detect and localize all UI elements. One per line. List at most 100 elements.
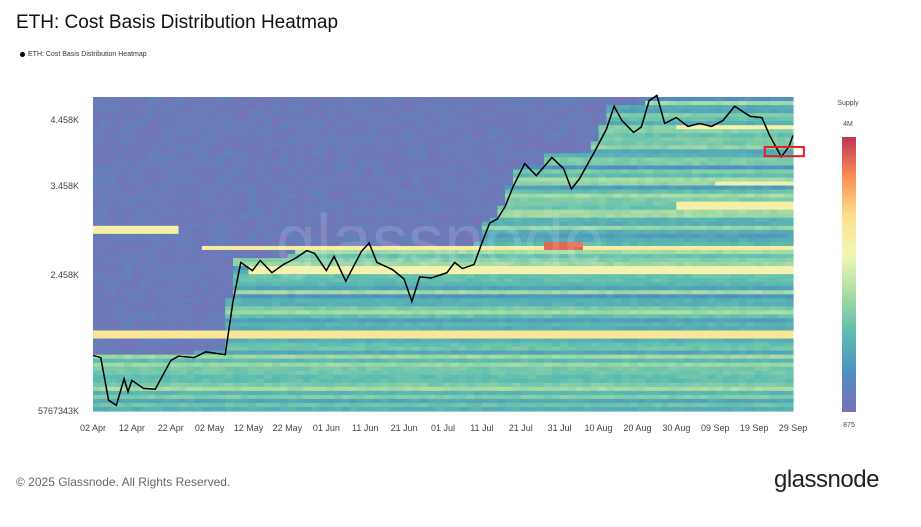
heatmap-cell — [201, 181, 211, 187]
heatmap-cell — [201, 201, 211, 207]
heatmap-cell — [116, 169, 125, 175]
heatmap-cell — [349, 133, 359, 138]
heatmap-cell — [310, 117, 320, 122]
heatmap-cell — [271, 237, 281, 243]
heatmap-cell — [481, 394, 491, 400]
heatmap-cell — [326, 282, 335, 287]
heatmap-cell — [435, 121, 444, 126]
heatmap-cell — [536, 197, 545, 203]
heatmap-cell — [365, 109, 374, 114]
heatmap-cell — [217, 137, 226, 142]
heatmap-cell — [505, 249, 514, 255]
heatmap-cell — [520, 149, 530, 154]
heatmap-cell — [256, 298, 265, 303]
heatmap-cell — [303, 274, 312, 279]
heatmap-cell — [396, 258, 405, 263]
heatmap-cell — [271, 241, 281, 247]
heatmap-cell — [411, 145, 421, 150]
heatmap-cell — [388, 306, 397, 311]
heatmap-cell — [217, 169, 226, 175]
heatmap-cell — [295, 149, 304, 154]
heatmap-cell — [100, 278, 110, 283]
heatmap-cell — [528, 233, 537, 239]
heatmap-cell — [93, 286, 102, 291]
heatmap-cell — [388, 378, 397, 384]
heatmap-cell — [583, 326, 592, 332]
heatmap-cell — [194, 330, 203, 336]
heatmap-cell — [474, 302, 483, 307]
heatmap-cell — [287, 286, 296, 291]
heatmap-cell — [287, 213, 296, 219]
heatmap-cell — [544, 342, 553, 348]
heatmap-cell — [583, 382, 592, 388]
heatmap-cell — [264, 237, 273, 243]
heatmap-cell — [583, 254, 592, 259]
heatmap-cell — [264, 262, 273, 267]
heatmap-cell — [365, 290, 374, 295]
heatmap-cell — [178, 318, 187, 324]
heatmap-cell — [466, 205, 475, 211]
heatmap-cell — [536, 338, 545, 344]
heatmap-cell — [466, 338, 475, 344]
heatmap-cell — [116, 181, 125, 187]
heatmap-cell — [194, 262, 203, 267]
heatmap-cell — [303, 177, 312, 183]
heatmap-cell — [295, 233, 304, 239]
heatmap-cell — [551, 181, 561, 187]
heatmap-cell — [505, 262, 514, 267]
heatmap-cell — [458, 169, 467, 175]
heatmap-cell — [365, 318, 374, 324]
heatmap-cell — [411, 306, 421, 311]
heatmap-cell — [209, 197, 219, 203]
heatmap-cell — [458, 177, 467, 183]
heatmap-cell — [419, 229, 429, 235]
heatmap-cell — [131, 358, 141, 364]
heatmap-cell — [505, 229, 514, 235]
heatmap-cell — [163, 97, 172, 102]
heatmap-cell — [396, 358, 405, 364]
heatmap-cell — [404, 157, 413, 163]
heatmap-cell — [194, 125, 203, 130]
heatmap-cell — [388, 129, 397, 134]
heatmap-cell — [287, 378, 296, 384]
heatmap-cell — [357, 233, 366, 239]
heatmap-cell — [116, 201, 125, 207]
heatmap-cell — [458, 209, 467, 215]
heatmap-cell — [575, 205, 584, 211]
heatmap-cell — [505, 274, 514, 279]
heatmap-cell — [575, 189, 584, 195]
heatmap-cell — [458, 149, 467, 154]
heatmap-cell — [551, 101, 561, 106]
heatmap-cell — [567, 282, 576, 287]
heatmap-cell — [536, 113, 545, 118]
heatmap-cell — [373, 366, 382, 372]
heatmap-cell — [209, 229, 219, 235]
heatmap-cell — [271, 141, 281, 146]
heatmap-cell — [528, 342, 537, 348]
heatmap-cell — [380, 101, 390, 106]
heatmap-cell — [256, 109, 265, 114]
legend[interactable]: ETH: Cost Basis Distribution Heatmap — [20, 51, 147, 58]
heatmap-cell — [124, 169, 133, 175]
heatmap-cell — [380, 398, 390, 404]
heatmap-cell — [334, 241, 343, 247]
heatmap-cell — [326, 270, 335, 275]
heatmap-cell — [131, 101, 141, 106]
heatmap-cell — [474, 233, 483, 239]
heatmap-cell — [466, 229, 475, 235]
heatmap-cell — [583, 149, 592, 154]
heatmap-cell — [326, 145, 335, 150]
heatmap-cell — [334, 298, 343, 303]
heatmap-cell — [201, 362, 211, 368]
heatmap-cell — [396, 290, 405, 295]
heatmap-cell — [318, 394, 327, 400]
heatmap-cell — [466, 374, 475, 380]
heatmap-cell — [435, 129, 444, 134]
heatmap-cell — [217, 209, 226, 215]
heatmap-cell — [373, 330, 382, 336]
heatmap-cell — [481, 382, 491, 388]
heatmap-cell — [536, 382, 545, 388]
heatmap-cell — [131, 193, 141, 199]
heatmap-cell — [271, 366, 281, 372]
heatmap-cell — [240, 366, 250, 372]
